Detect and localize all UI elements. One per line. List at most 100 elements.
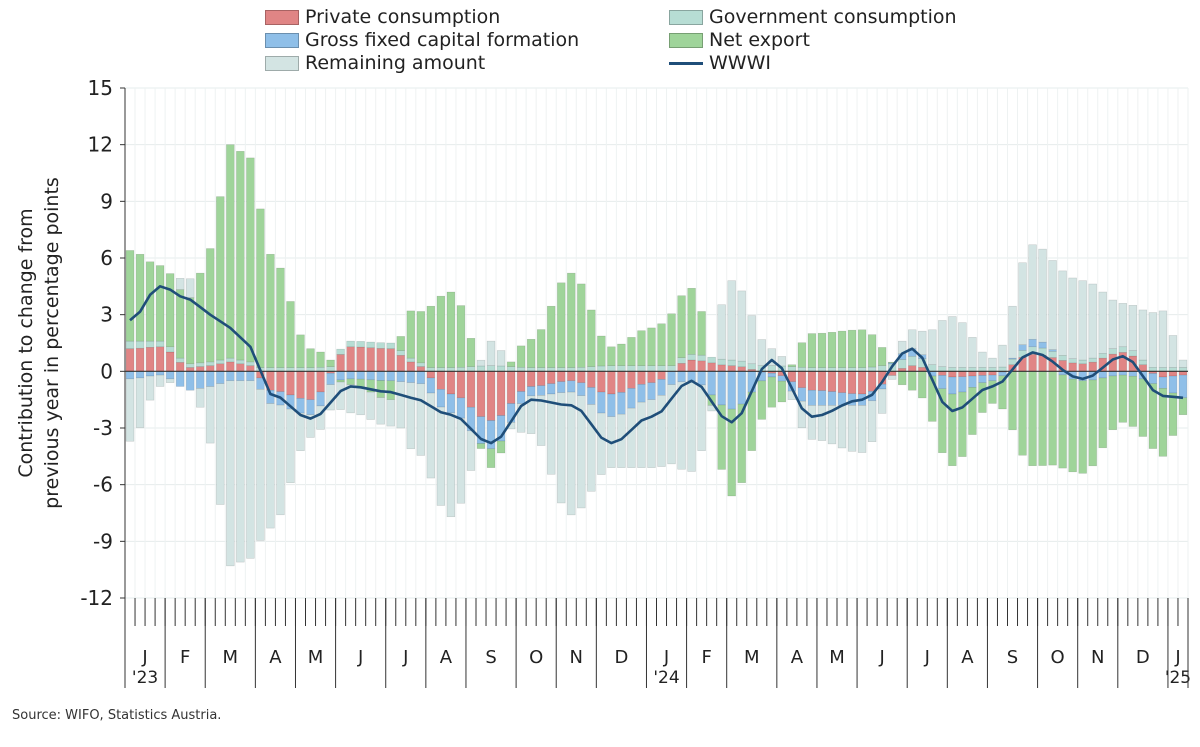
bar-private	[206, 365, 215, 372]
bar-remaining	[847, 405, 857, 452]
bar-government	[366, 341, 375, 348]
bar-gfcf	[657, 379, 666, 396]
bar-gfcf	[617, 392, 626, 415]
bar-netexport	[747, 391, 756, 451]
bar-gfcf	[667, 371, 676, 385]
bar-government	[135, 340, 145, 349]
bar-netexport	[898, 371, 907, 386]
bar-private	[857, 371, 867, 395]
bar-gfcf	[1168, 375, 1178, 394]
bar-government	[607, 365, 616, 372]
bar-gfcf	[236, 371, 245, 382]
bar-netexport	[587, 309, 596, 367]
bar-remaining	[547, 393, 556, 475]
bar-private	[506, 371, 516, 404]
bar-government	[767, 365, 776, 372]
bar-remaining	[175, 278, 185, 290]
bar-remaining	[306, 414, 315, 438]
bar-private	[737, 366, 746, 372]
bar-private	[597, 371, 606, 393]
bar-netexport	[1128, 375, 1138, 427]
bar-netexport	[216, 196, 225, 361]
bar-netexport	[777, 380, 787, 403]
bar-remaining	[1068, 277, 1077, 359]
bar-remaining	[476, 359, 486, 367]
bar-netexport	[526, 338, 536, 368]
source-note: Source: WIFO, Statistics Austria.	[12, 708, 222, 723]
x-month-label: F	[180, 647, 190, 668]
y-axis-label: Contribution to change from previous year…	[15, 177, 63, 509]
bar-government	[1068, 358, 1077, 364]
bar-private	[978, 371, 987, 376]
x-month-label: O	[1051, 647, 1065, 668]
bar-remaining	[567, 391, 576, 516]
x-month-label: N	[1091, 647, 1104, 668]
bar-remaining	[747, 315, 756, 365]
bar-private	[657, 371, 666, 380]
bar-netexport	[326, 359, 335, 367]
bar-remaining	[276, 404, 285, 516]
bar-gfcf	[376, 371, 385, 381]
bar-gfcf	[306, 399, 315, 416]
chart-legend: Private consumption Government consumptio…	[265, 6, 1025, 78]
bar-remaining	[246, 380, 255, 559]
bar-gfcf	[637, 384, 646, 403]
bar-private	[707, 362, 716, 372]
bar-netexport	[206, 248, 215, 363]
x-month-label: D	[1136, 647, 1150, 668]
bar-netexport	[1028, 371, 1037, 467]
bar-remaining	[516, 403, 526, 433]
bar-remaining	[687, 380, 696, 472]
bar-gfcf	[978, 375, 987, 383]
bar-remaining	[366, 391, 375, 420]
bar-remaining	[817, 405, 827, 441]
bar-netexport	[998, 375, 1007, 410]
bar-netexport	[827, 332, 837, 368]
bar-government	[877, 365, 887, 372]
bar-remaining	[1038, 248, 1047, 343]
bar-private	[286, 371, 295, 396]
bar-netexport	[617, 343, 626, 366]
bar-netexport	[647, 327, 656, 366]
bar-remaining	[436, 406, 446, 506]
bar-remaining	[1138, 309, 1148, 361]
y-tick-label: 9	[100, 189, 113, 213]
legend-swatch	[265, 32, 299, 48]
bar-netexport	[1138, 378, 1148, 437]
bar-private	[1078, 363, 1087, 372]
bar-netexport	[476, 443, 486, 449]
x-month-label: M	[744, 647, 760, 668]
bar-government	[1108, 348, 1117, 355]
bar-private	[587, 371, 596, 388]
bar-private	[577, 371, 586, 383]
bar-private	[697, 360, 706, 372]
bar-government	[657, 365, 666, 372]
legend-label: Remaining amount	[305, 52, 486, 74]
bar-netexport	[1108, 375, 1117, 431]
x-month-label: D	[614, 647, 628, 668]
chart-bars	[125, 144, 1188, 567]
bar-government	[346, 340, 355, 348]
bar-netexport	[978, 382, 987, 413]
bar-government	[456, 367, 466, 372]
bar-government	[637, 365, 646, 372]
bar-remaining	[266, 403, 275, 529]
legend-swatch	[669, 9, 703, 25]
bar-private	[627, 371, 636, 389]
bar-remaining	[647, 399, 656, 468]
bar-gfcf	[807, 389, 817, 406]
bar-gfcf	[587, 387, 596, 405]
bar-private	[486, 371, 496, 421]
bar-netexport	[667, 313, 676, 366]
bar-private	[677, 363, 686, 372]
bar-gfcf	[1028, 338, 1037, 348]
bar-government	[466, 366, 476, 372]
bar-remaining	[1048, 260, 1057, 350]
bar-government	[196, 362, 205, 367]
bar-netexport	[256, 208, 265, 368]
x-month-label: A	[440, 647, 453, 668]
bar-gfcf	[336, 371, 345, 381]
bar-private	[908, 365, 917, 372]
legend-swatch	[669, 32, 703, 48]
